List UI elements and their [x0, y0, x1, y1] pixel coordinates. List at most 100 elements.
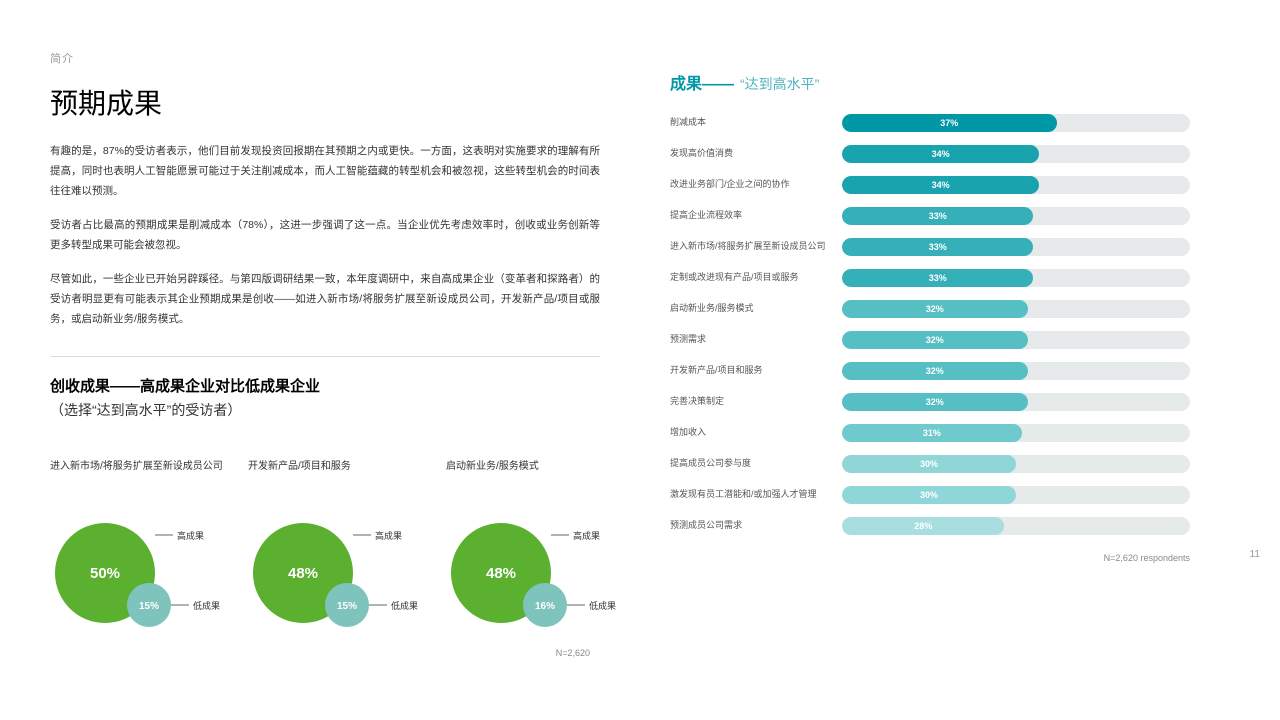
bubble-label: 进入新市场/将服务扩展至新设成员公司	[50, 460, 230, 488]
body-paragraph: 受访者占比最高的预期成果是削减成本（78%），这进一步强调了这一点。当企业优先考…	[50, 216, 600, 256]
left-footnote: N=2,620	[50, 648, 600, 658]
bar-value: 33%	[929, 211, 947, 221]
bar-label: 激发现有员工潜能和/或加强人才管理	[670, 489, 830, 501]
bar-track: 37%	[842, 114, 1190, 132]
divider	[50, 356, 600, 357]
bubble-high-value: 50%	[90, 565, 120, 582]
bar-fill: 33%	[842, 269, 1033, 287]
bar-row: 预测成员公司需求 28%	[670, 517, 1190, 535]
bar-label: 削减成本	[670, 117, 830, 129]
bar-track: 30%	[842, 455, 1190, 473]
bar-value: 33%	[929, 273, 947, 283]
bar-value: 30%	[920, 490, 938, 500]
bar-track: 32%	[842, 362, 1190, 380]
bar-row: 增加收入 31%	[670, 424, 1190, 442]
bar-track: 33%	[842, 269, 1190, 287]
bar-fill: 31%	[842, 424, 1022, 442]
bar-value: 34%	[932, 149, 950, 159]
page-title: 预期成果	[50, 82, 600, 122]
bubble-high-value: 48%	[288, 565, 318, 582]
bar-track: 32%	[842, 393, 1190, 411]
bar-label: 发现高价值消费	[670, 148, 830, 160]
bar-label: 增加收入	[670, 427, 830, 439]
bar-value: 37%	[940, 118, 958, 128]
bar-fill: 33%	[842, 207, 1033, 225]
bar-track: 30%	[842, 486, 1190, 504]
bar-track: 32%	[842, 300, 1190, 318]
bubble-svg: 48% 15%	[248, 488, 428, 638]
bubble-low-value: 15%	[337, 601, 357, 612]
bar-track: 34%	[842, 145, 1190, 163]
right-footnote: N=2,620 respondents	[670, 553, 1190, 563]
bar-track: 34%	[842, 176, 1190, 194]
bar-fill: 34%	[842, 176, 1039, 194]
bar-label: 预测需求	[670, 334, 830, 346]
legend-low: 低成果	[589, 599, 616, 612]
bubble-svg: 48% 16%	[446, 488, 626, 638]
body-paragraphs: 有趣的是，87%的受访者表示，他们目前发现投资回报期在其预期之内或更快。一方面，…	[50, 142, 600, 344]
pre-title: 简介	[50, 50, 600, 66]
bar-row: 开发新产品/项目和服务 32%	[670, 362, 1190, 380]
left-column: 简介 预期成果 有趣的是，87%的受访者表示，他们目前发现投资回报期在其预期之内…	[0, 0, 640, 720]
bar-row: 提高成员公司参与度 30%	[670, 455, 1190, 473]
bar-value: 32%	[926, 366, 944, 376]
bar-fill: 28%	[842, 517, 1004, 535]
bar-label: 提高成员公司参与度	[670, 458, 830, 470]
bar-value: 30%	[920, 459, 938, 469]
bubble-group: 进入新市场/将服务扩展至新设成员公司 50% 15% 高成果低成果	[50, 460, 230, 640]
body-paragraph: 有趣的是，87%的受访者表示，他们目前发现投资回报期在其预期之内或更快。一方面，…	[50, 142, 600, 202]
bubble-label: 启动新业务/服务模式	[446, 460, 626, 488]
bar-fill: 32%	[842, 393, 1028, 411]
bar-fill: 34%	[842, 145, 1039, 163]
bar-fill: 33%	[842, 238, 1033, 256]
bar-value: 32%	[926, 335, 944, 345]
bubble-high-value: 48%	[486, 565, 516, 582]
bar-label: 启动新业务/服务模式	[670, 303, 830, 315]
body-paragraph: 尽管如此，一些企业已开始另辟蹊径。与第四版调研结果一致，本年度调研中，来自高成果…	[50, 270, 600, 330]
bar-track: 33%	[842, 207, 1190, 225]
bar-row: 进入新市场/将服务扩展至新设成员公司 33%	[670, 238, 1190, 256]
bar-row: 完善决策制定 32%	[670, 393, 1190, 411]
right-column: 成果—— “达到高水平” 削减成本 37% 发现高价值消费 34% 改进业务部门/企业之间…	[640, 0, 1240, 720]
bar-fill: 37%	[842, 114, 1057, 132]
bar-label: 定制或改进现有产品/项目或服务	[670, 272, 830, 284]
bar-label: 改进业务部门/企业之间的协作	[670, 179, 830, 191]
bubble-group: 开发新产品/项目和服务48%15%高成果低成果	[248, 460, 428, 640]
right-title-b: “达到高水平”	[740, 76, 819, 92]
legend-high: 高成果	[375, 529, 402, 542]
bar-label: 提高企业流程效率	[670, 210, 830, 222]
bar-row: 预测需求 32%	[670, 331, 1190, 349]
legend-low: 低成果	[193, 599, 220, 612]
bar-label: 进入新市场/将服务扩展至新设成员公司	[670, 241, 830, 253]
legend-low: 低成果	[391, 599, 418, 612]
page-number: 11	[1250, 549, 1260, 560]
bar-label: 开发新产品/项目和服务	[670, 365, 830, 377]
bar-chart: 削减成本 37% 发现高价值消费 34% 改进业务部门/企业之间的协作 34% 提高企业流程…	[670, 114, 1190, 535]
bar-label: 完善决策制定	[670, 396, 830, 408]
bar-row: 发现高价值消费 34%	[670, 145, 1190, 163]
bar-track: 32%	[842, 331, 1190, 349]
bubble-low-value: 15%	[139, 601, 159, 612]
bar-value: 33%	[929, 242, 947, 252]
bar-row: 定制或改进现有产品/项目或服务 33%	[670, 269, 1190, 287]
bar-value: 32%	[926, 304, 944, 314]
bubble-low-value: 16%	[535, 601, 555, 612]
bar-value: 31%	[923, 428, 941, 438]
bar-fill: 32%	[842, 300, 1028, 318]
bar-label: 预测成员公司需求	[670, 520, 830, 532]
bar-fill: 32%	[842, 331, 1028, 349]
right-title: 成果—— “达到高水平”	[670, 70, 1190, 94]
bar-track: 28%	[842, 517, 1190, 535]
bar-row: 启动新业务/服务模式 32%	[670, 300, 1190, 318]
bar-row: 提高企业流程效率 33%	[670, 207, 1190, 225]
right-title-a: 成果——	[670, 76, 734, 93]
legend-high: 高成果	[177, 529, 204, 542]
bubble-svg: 50% 15%	[50, 488, 230, 638]
bubble-chart-row: 进入新市场/将服务扩展至新设成员公司50%15%高成果低成果开发新产品/项目和服…	[50, 460, 600, 640]
bar-row: 削减成本 37%	[670, 114, 1190, 132]
bar-track: 31%	[842, 424, 1190, 442]
bar-value: 28%	[914, 521, 932, 531]
bar-fill: 30%	[842, 455, 1016, 473]
bar-value: 32%	[926, 397, 944, 407]
legend-high: 高成果	[573, 529, 600, 542]
